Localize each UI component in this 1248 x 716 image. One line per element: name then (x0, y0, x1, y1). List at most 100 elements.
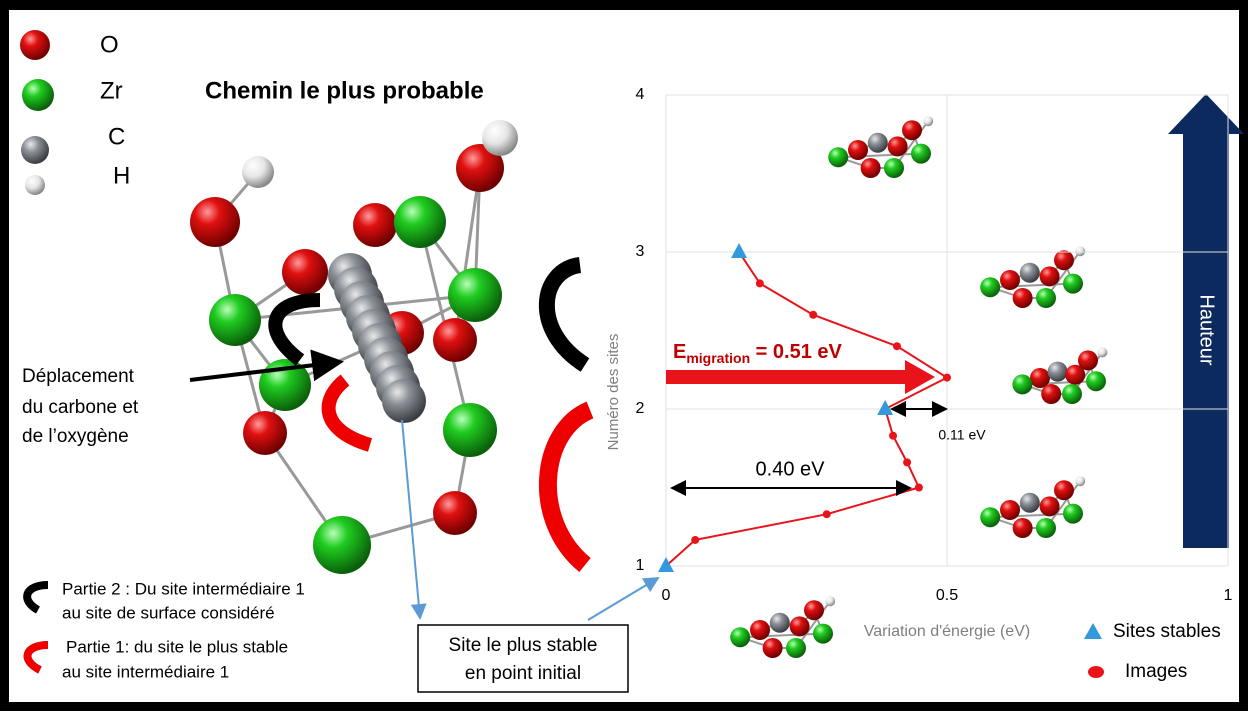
image-point (914, 483, 923, 492)
stable-site (731, 243, 748, 258)
legend-marker (1088, 666, 1104, 678)
curved-arrow (23, 641, 49, 674)
atom (825, 596, 836, 607)
image-point (889, 431, 898, 440)
atom (828, 147, 849, 168)
legend-label: Sites stables (1113, 621, 1221, 642)
atom (443, 403, 497, 457)
atom (1041, 384, 1062, 404)
height-label: Hauteur (1196, 294, 1218, 365)
atom (1012, 374, 1033, 395)
box-text: en point initial (465, 663, 581, 684)
curved-arrow (538, 257, 590, 372)
pointer-arrow (587, 576, 660, 621)
stable-site (877, 400, 894, 415)
atom (902, 120, 922, 141)
y-tick-label: 2 (636, 400, 645, 417)
height-arrow (1183, 132, 1229, 548)
atom (867, 132, 888, 153)
image-point (691, 535, 700, 544)
atom-label: Zr (100, 77, 123, 104)
gap-label: 0.11 eV (938, 427, 986, 443)
atom (190, 197, 240, 247)
atom (860, 158, 881, 178)
atom (1000, 270, 1020, 290)
gap-label: 0.40 eV (756, 458, 826, 480)
atom (1065, 364, 1086, 385)
height-arrow-head (1168, 94, 1244, 134)
stable-site (658, 557, 674, 572)
atom (884, 158, 904, 178)
atom (456, 144, 504, 192)
part-text: Partie 1: du site le plus stable (66, 637, 288, 656)
y-tick-label: 3 (636, 243, 645, 260)
pointer-arrow (401, 419, 427, 620)
note: de l’oxygène (22, 426, 129, 447)
image-point (822, 510, 831, 519)
atom-label: H (113, 162, 130, 189)
atom (1075, 246, 1086, 257)
atom (394, 196, 446, 248)
atom (980, 507, 1001, 528)
atom (1054, 250, 1074, 271)
x-tick-label: 0 (662, 587, 671, 604)
migration-label-part: = 0.51 eV (750, 341, 842, 363)
data-line (665, 251, 950, 567)
migration-label: Emigration = 0.51 eV (673, 341, 843, 365)
pointer-arrow (189, 349, 344, 382)
atom (730, 627, 751, 648)
atom (1039, 266, 1060, 287)
atom (1078, 350, 1098, 371)
atom (813, 623, 833, 644)
atom (22, 79, 54, 111)
molecules (20, 30, 1108, 674)
atom (1012, 518, 1033, 538)
atom (1012, 288, 1033, 308)
atom (313, 516, 371, 574)
image-point (892, 342, 901, 351)
image-point (755, 279, 764, 288)
atom (1019, 492, 1040, 513)
curved-arrow (321, 374, 373, 452)
box-text: Site le plus stable (449, 635, 598, 656)
migration-label-part: migration (686, 350, 750, 366)
atom (1019, 262, 1040, 283)
plot: 0 0.5 1 1 2 3 4 Variation d'énergie (eV) Numéro … (605, 86, 1233, 682)
atom (786, 638, 806, 658)
atom (242, 156, 274, 188)
atom (923, 116, 934, 127)
atom (750, 620, 770, 640)
atom (1000, 500, 1020, 520)
atom (1039, 496, 1060, 517)
image-point (943, 373, 951, 382)
legend-marker (1084, 623, 1102, 639)
atom (353, 203, 397, 247)
atom (1063, 273, 1083, 294)
atom (1086, 371, 1106, 392)
atom (804, 600, 824, 621)
atom (209, 294, 261, 346)
atom (1075, 476, 1086, 487)
part-text: Partie 2 : Du site intermédiaire 1 (62, 579, 305, 598)
atom (448, 268, 502, 322)
atom (1036, 518, 1056, 538)
atom (433, 491, 477, 535)
y-tick-label: 4 (636, 86, 645, 103)
atom (25, 175, 45, 195)
x-tick-label: 0.5 (936, 587, 958, 604)
atom (433, 318, 477, 362)
atom (382, 379, 426, 423)
atom-label: O (100, 31, 119, 58)
atom (1030, 368, 1050, 388)
atom (1054, 480, 1074, 501)
y-tick-label: 1 (636, 557, 645, 574)
x-tick-label: 1 (1224, 587, 1233, 604)
migration-label-part: E (673, 341, 686, 363)
part-text: au site intermédiaire 1 (62, 662, 229, 681)
atom (1062, 384, 1082, 404)
atom (848, 140, 868, 160)
atom (980, 277, 1001, 298)
curved-arrow (538, 401, 595, 572)
